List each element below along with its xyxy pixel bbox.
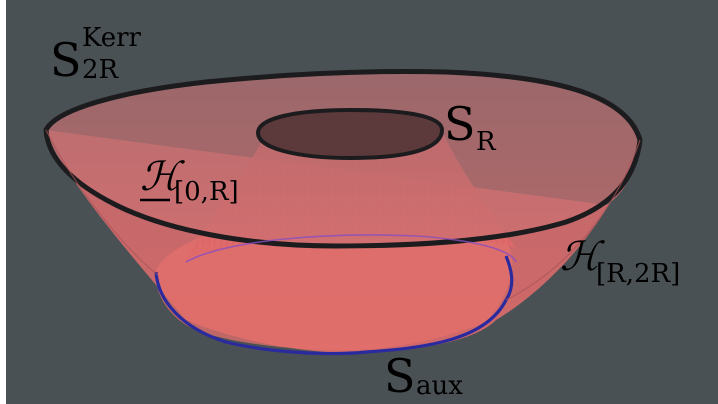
label-aux-sphere-main: S: [384, 349, 416, 403]
outer-sphere-rim: [43, 68, 643, 249]
label-inner-sphere-subscript: R: [476, 127, 497, 157]
label-outer-sphere: S Kerr 2R: [50, 23, 142, 87]
funnel-left-edge: [45, 129, 159, 276]
funnel-right-edge: [505, 139, 641, 301]
label-outer-sphere-main: S: [50, 33, 82, 87]
label-inner-sphere: S R: [444, 97, 497, 157]
inner-sphere-hole: [255, 107, 445, 161]
label-inner-horizon: ℋ [0,R]: [140, 154, 239, 207]
aux-region-surface: [155, 211, 513, 351]
label-aux-sphere: S aux: [384, 349, 463, 403]
label-outer-sphere-subscript: 2R: [82, 55, 120, 85]
label-inner-sphere-main: S: [444, 97, 476, 151]
label-outer-horizon-subscript: [R,2R]: [596, 259, 680, 289]
aux-curve-back-edge: [185, 234, 517, 263]
label-outer-sphere-superscript: Kerr: [82, 23, 142, 53]
aux-sphere-curve: [154, 255, 514, 356]
label-outer-horizon-main: ℋ: [560, 234, 605, 280]
label-outer-horizon: ℋ [R,2R]: [560, 234, 680, 289]
label-inner-horizon-main: ℋ: [140, 154, 185, 200]
diagram-canvas: S Kerr 2R S R ℋ [0,R] ℋ [R,2R]: [6, 0, 718, 404]
diagram-svg: S Kerr 2R S R ℋ [0,R] ℋ [R,2R]: [6, 0, 718, 404]
label-inner-horizon-subscript: [0,R]: [174, 177, 239, 207]
label-aux-sphere-subscript: aux: [416, 371, 463, 401]
